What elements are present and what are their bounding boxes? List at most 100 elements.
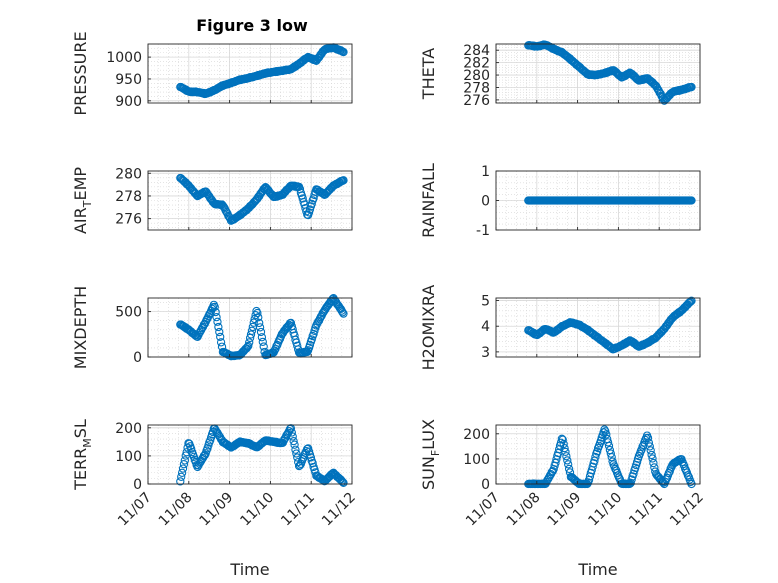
axes-frame (495, 43, 701, 104)
data-marker (212, 312, 221, 322)
subplot-mixdepth: 0 500 MIXDEPTH (71, 286, 353, 369)
data-marker (644, 438, 654, 447)
data-marker (685, 298, 694, 307)
data-marker (291, 445, 300, 454)
data-marker (255, 323, 265, 332)
data-marker (643, 433, 653, 443)
data-marker (177, 472, 186, 481)
data-marker (307, 335, 316, 344)
data-marker (216, 338, 226, 347)
y-tick-label: 1000 (106, 50, 142, 66)
data-marker (604, 441, 614, 451)
y-axis-label: MIXDEPTH (71, 286, 90, 369)
data-marker (632, 457, 642, 467)
data-marker (687, 296, 696, 305)
data-marker (561, 447, 570, 457)
data-marker (298, 194, 307, 203)
y-tick-label: 5 (481, 294, 490, 310)
data-marker (215, 327, 224, 337)
data-marker (290, 440, 299, 449)
subplot-rainfall: -1 0 1 RAINFALL (419, 163, 701, 239)
data-marker (564, 460, 573, 469)
x-axis-label: Time (229, 560, 269, 579)
data-marker (244, 341, 253, 351)
subplot-air-temp: 276 278 280 AIRTEMP (71, 166, 353, 234)
data-marker (216, 332, 225, 342)
data-marker (339, 309, 348, 318)
y-tick-label: 950 (115, 72, 142, 88)
y-tick-label: -1 (476, 223, 490, 239)
y-tick-label: 276 (463, 93, 490, 109)
y-tick-label: 276 (115, 212, 142, 228)
axes-frame (495, 297, 701, 358)
data-marker (339, 478, 348, 487)
y-tick-label: 500 (115, 305, 142, 321)
data-marker (292, 449, 301, 458)
data-marker (309, 329, 318, 339)
axes-frame (147, 43, 353, 104)
data-marker (251, 310, 260, 320)
data-marker (562, 452, 571, 461)
y-axis-label: TERRMSL (71, 419, 94, 491)
data-marker (178, 464, 188, 473)
data-marker (303, 444, 313, 453)
data-marker (246, 330, 256, 339)
data-marker (257, 333, 267, 342)
y-tick-label: 282 (463, 56, 490, 72)
data-marker (563, 456, 572, 465)
data-marker (187, 444, 196, 453)
data-marker (211, 307, 220, 317)
data-marker (243, 342, 252, 352)
y-tick-label: 3 (481, 345, 490, 361)
data-marker (558, 435, 567, 444)
data-marker (249, 318, 258, 327)
subplot-pressure: 900 950 1000 PRESSURE (71, 31, 353, 116)
data-marker (247, 326, 257, 335)
data-marker (254, 313, 263, 322)
y-tick-label: 280 (463, 68, 490, 84)
data-marker (647, 450, 656, 460)
y-tick-label: 280 (115, 166, 142, 182)
y-tick-label: 200 (463, 427, 490, 443)
y-axis-label: SUNFLUX (419, 419, 442, 490)
y-tick-label: 278 (115, 189, 142, 205)
data-marker (649, 458, 658, 468)
y-tick-label: 1 (481, 164, 490, 180)
y-axis-label: RAINFALL (419, 163, 438, 238)
data-marker (606, 449, 615, 458)
data-marker (177, 468, 187, 477)
data-marker (585, 472, 595, 481)
y-axis-label: PRESSURE (71, 31, 90, 115)
data-marker (210, 302, 219, 312)
data-marker (288, 432, 297, 441)
data-marker (303, 347, 312, 357)
data-marker (294, 461, 304, 471)
data-marker (629, 469, 638, 479)
data-marker (255, 318, 264, 328)
data-marker (560, 443, 569, 453)
data-marker (593, 447, 602, 456)
data-marker (253, 308, 262, 318)
data-marker (211, 426, 220, 435)
data-marker (180, 456, 189, 465)
y-tick-label: 0 (133, 477, 142, 493)
data-marker (176, 477, 185, 486)
data-marker (214, 322, 223, 332)
axes-frame (147, 297, 353, 358)
data-marker (645, 442, 654, 451)
axes-frame (147, 170, 353, 231)
data-marker (289, 436, 298, 446)
y-tick-label: 4 (481, 319, 490, 335)
y-tick-label: 200 (115, 421, 142, 437)
data-marker (557, 434, 566, 443)
data-marker (646, 446, 655, 455)
data-marker (259, 342, 268, 351)
data-marker (687, 196, 696, 205)
subplot-h2omixra: 3 4 5 H2OMIXRA (419, 285, 701, 370)
y-tick-label: 0 (481, 194, 490, 210)
data-marker (648, 454, 657, 463)
data-marker (687, 82, 696, 92)
data-marker (306, 453, 316, 462)
y-tick-label: 0 (133, 350, 142, 366)
